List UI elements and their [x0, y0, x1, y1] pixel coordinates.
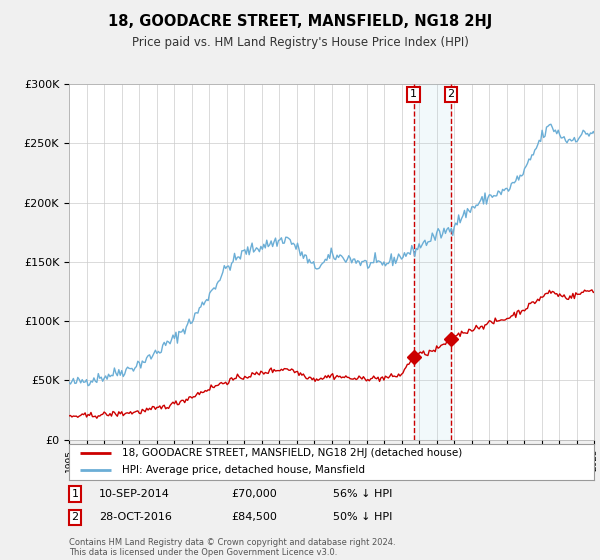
Text: £70,000: £70,000	[231, 489, 277, 499]
Text: 28-OCT-2016: 28-OCT-2016	[99, 512, 172, 522]
Text: HPI: Average price, detached house, Mansfield: HPI: Average price, detached house, Mans…	[121, 465, 365, 475]
Text: 18, GOODACRE STREET, MANSFIELD, NG18 2HJ (detached house): 18, GOODACRE STREET, MANSFIELD, NG18 2HJ…	[121, 449, 462, 458]
Text: Price paid vs. HM Land Registry's House Price Index (HPI): Price paid vs. HM Land Registry's House …	[131, 36, 469, 49]
Text: 18, GOODACRE STREET, MANSFIELD, NG18 2HJ: 18, GOODACRE STREET, MANSFIELD, NG18 2HJ	[108, 14, 492, 29]
Text: 2: 2	[448, 90, 455, 99]
Text: 1: 1	[410, 90, 417, 99]
Text: 10-SEP-2014: 10-SEP-2014	[99, 489, 170, 499]
Text: Contains HM Land Registry data © Crown copyright and database right 2024.
This d: Contains HM Land Registry data © Crown c…	[69, 538, 395, 557]
Text: 1: 1	[71, 489, 79, 499]
Text: 2: 2	[71, 512, 79, 522]
Text: 56% ↓ HPI: 56% ↓ HPI	[333, 489, 392, 499]
Text: 50% ↓ HPI: 50% ↓ HPI	[333, 512, 392, 522]
Text: £84,500: £84,500	[231, 512, 277, 522]
Bar	[413, 84, 451, 440]
